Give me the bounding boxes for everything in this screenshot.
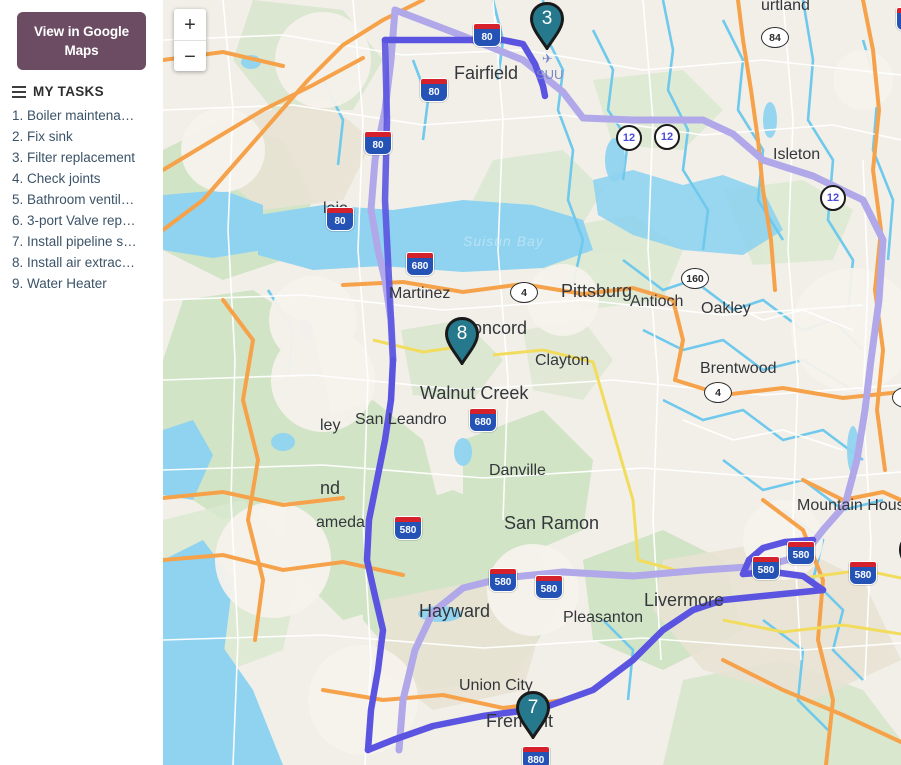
map-canvas[interactable]: + − FairfieldIsletonGaltColliervilleLodi… bbox=[163, 0, 901, 765]
task-list: 1. Boiler maintena… 2. Fix sink 3. Filter … bbox=[0, 105, 163, 294]
map-marker-pin[interactable]: 3 bbox=[529, 2, 565, 50]
zoom-control[interactable]: + − bbox=[174, 9, 206, 71]
map-tiles bbox=[163, 0, 901, 765]
my-tasks-header: MY TASKS bbox=[12, 84, 163, 99]
my-tasks-title: MY TASKS bbox=[33, 84, 104, 99]
map-marker-pin[interactable]: 8 bbox=[444, 317, 480, 365]
pin-icon bbox=[529, 2, 565, 50]
map-marker-pin[interactable]: 7 bbox=[515, 691, 551, 739]
task-list-item[interactable]: 1. Boiler maintena… bbox=[12, 108, 135, 123]
task-list-item[interactable]: 8. Install air extrac… bbox=[12, 255, 136, 270]
task-list-item[interactable]: 2. Fix sink bbox=[12, 129, 73, 144]
pin-icon bbox=[515, 691, 551, 739]
task-list-item[interactable]: 4. Check joints bbox=[12, 171, 101, 186]
zoom-out-button[interactable]: − bbox=[184, 45, 196, 68]
task-list-item[interactable]: 6. 3-port Valve rep… bbox=[12, 213, 136, 228]
task-list-item[interactable]: 5. Bathroom ventil… bbox=[12, 192, 135, 207]
task-list-item[interactable]: 7. Install pipeline s… bbox=[12, 234, 137, 249]
pin-icon bbox=[444, 317, 480, 365]
zoom-in-button[interactable]: + bbox=[174, 9, 206, 41]
task-list-item[interactable]: 3. Filter replacement bbox=[12, 150, 136, 165]
view-in-google-maps-button[interactable]: View in Google Maps bbox=[17, 12, 146, 70]
sidebar: View in Google Maps MY TASKS 1. Boiler m… bbox=[0, 0, 163, 765]
task-list-item[interactable]: 9. Water Heater bbox=[12, 276, 107, 291]
list-icon bbox=[12, 85, 26, 98]
